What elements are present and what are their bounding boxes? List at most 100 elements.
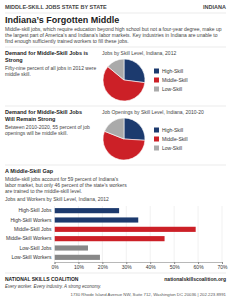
- x-tick-label: 20%: [98, 264, 109, 270]
- chart-title-line: Jobs and Workers by Skill Level, Indiana…: [5, 196, 109, 202]
- legend-swatch: [154, 146, 159, 151]
- header-text: MIDDLE-SKILL JOBS STATE BY STATE: [5, 4, 107, 10]
- chart-title: Jobs by Skill Level, Indiana, 2012: [102, 50, 176, 56]
- y-tick-label: Low-Skill Jobs: [20, 245, 52, 251]
- legend: High-Skill Middle-Skill Low-Skill: [154, 127, 188, 151]
- state-text-line: INDIANA: [203, 4, 226, 10]
- infographic: MIDDLE-SKILL JOBS STATE BY STATE INDIANA I…: [0, 0, 231, 300]
- divider: [5, 47, 226, 48]
- grid-line: [222, 206, 223, 262]
- y-tick: Low-Skill Jobs: [20, 245, 52, 251]
- x-tick: 50%: [170, 262, 181, 270]
- x-tick-label: 30%: [122, 264, 133, 270]
- y-tick: Low-Skill Workers: [12, 254, 52, 260]
- x-tick-label: 50%: [170, 264, 181, 270]
- legend-label: High-Skill: [162, 127, 183, 133]
- section-title: Demand for Middle-Skill Jobs is Strong: [5, 50, 90, 63]
- grid-line: [54, 206, 55, 262]
- section-text-line: middle skill.: [5, 71, 31, 77]
- legend-swatch: [154, 78, 159, 83]
- grid-line: [126, 206, 127, 262]
- grid-line: [78, 206, 79, 262]
- section-text-line: openings will be middle skill.: [5, 130, 68, 136]
- header-text-line: MIDDLE-SKILL JOBS STATE BY STATE: [5, 4, 107, 10]
- grid-line: [150, 206, 151, 262]
- footer-org: NATIONAL SKILLS COALITION: [5, 276, 79, 282]
- pie: [103, 59, 145, 101]
- section-title: Demand for Middle-Skill Jobs Will Remain…: [5, 109, 84, 122]
- x-tick: 40%: [146, 262, 157, 270]
- state-text: INDIANA: [203, 4, 226, 10]
- x-tick-label: 60%: [194, 264, 205, 270]
- page-subtitle: Middle-skill jobs, which require educati…: [5, 26, 223, 44]
- grid-line: [198, 206, 199, 262]
- legend-swatch: [154, 69, 159, 74]
- bar: [54, 227, 195, 232]
- chart-title-line: Jobs by Skill Level, Indiana, 2012: [102, 50, 176, 56]
- y-tick-label: Low-Skill Workers: [12, 254, 52, 260]
- legend-label: High-Skill: [162, 68, 183, 74]
- y-tick-label: High-Skill Workers: [10, 217, 52, 223]
- footer-tagline: Every worker. Every industry. A strong e…: [5, 284, 101, 289]
- x-tick: 0%: [51, 262, 59, 270]
- chart-title: Jobs and Workers by Skill Level, Indiana…: [5, 196, 109, 202]
- bar: [54, 217, 138, 222]
- grid-line: [102, 206, 103, 262]
- section-text: Between 2010-2020, 55 percent of job ope…: [5, 124, 91, 136]
- x-axis: 0% 10% 20% 30% 40% 50% 60% 70%: [51, 262, 228, 270]
- legend-label: Low-Skill: [162, 145, 182, 151]
- section-text: Middle-skill jobs account for 59 percent…: [5, 176, 128, 194]
- pie-slice: [104, 118, 124, 139]
- x-tick: 30%: [122, 262, 133, 270]
- y-tick-label: Middle-Skill Jobs: [14, 226, 52, 232]
- legend-swatch: [154, 87, 159, 92]
- x-tick: 20%: [98, 262, 109, 270]
- section-title-line: Will Remain Strong: [5, 116, 55, 122]
- footer-url-line: nationalskillscoalition.org: [164, 276, 226, 282]
- section-title: A Middle-Skill Gap: [5, 168, 54, 174]
- section-text: Fifty-nine percent of all jobs in 2012 w…: [5, 65, 98, 77]
- bar: [54, 236, 164, 241]
- y-tick: Middle-Skill Workers: [6, 235, 52, 241]
- section-title-line: Demand for Middle-Skill Jobs: [5, 109, 84, 115]
- divider: [5, 165, 226, 166]
- pie-slice: [124, 59, 145, 83]
- divider: [5, 13, 226, 14]
- legend-label: Middle-Skill: [162, 77, 188, 83]
- x-tick: 10%: [74, 262, 85, 270]
- pie-slice: [124, 118, 145, 140]
- footer-address-line: 1730 Rhode Island Avenue NW, Suite 712, …: [71, 292, 227, 297]
- section-title-line: Demand for Middle-Skill Jobs is: [5, 50, 90, 56]
- x-tick-label: 70%: [217, 264, 228, 270]
- divider: [5, 273, 226, 274]
- legend-swatch: [154, 128, 159, 133]
- bar: [54, 245, 88, 250]
- grid-line: [174, 206, 175, 262]
- footer-address: 1730 Rhode Island Avenue NW, Suite 712, …: [71, 292, 227, 297]
- page-title-line: Indiana’s Forgotten Middle: [5, 15, 119, 25]
- legend-label: Low-Skill: [162, 86, 182, 92]
- footer-org-line: NATIONAL SKILLS COALITION: [5, 276, 79, 282]
- y-tick-label: High-Skill Jobs: [18, 207, 52, 213]
- pie: [103, 118, 145, 160]
- grid: [54, 206, 222, 262]
- legend: High-Skill Middle-Skill Low-Skill: [154, 68, 188, 92]
- section-title-line: Strong: [5, 57, 23, 63]
- y-axis: High-Skill Jobs High-Skill Workers Middle-…: [6, 207, 52, 260]
- x-tick-label: 40%: [146, 264, 157, 270]
- bars: [54, 208, 195, 260]
- legend-swatch: [154, 137, 159, 142]
- section-title-line: A Middle-Skill Gap: [5, 168, 54, 174]
- page-subtitle-line: find enough sufficiently trained workers…: [5, 38, 129, 44]
- y-tick: High-Skill Jobs: [18, 207, 52, 213]
- bar: [54, 255, 99, 260]
- bar: [54, 208, 119, 213]
- chart-title: Job Openings by Skill Level, Indiana, 20…: [102, 109, 204, 115]
- y-tick: High-Skill Workers: [10, 217, 52, 223]
- x-tick: 60%: [194, 262, 205, 270]
- legend-label: Middle-Skill: [162, 136, 188, 142]
- section-text-line: are trained to the middle-skill level.: [5, 188, 82, 194]
- footer-url: nationalskillscoalition.org: [164, 276, 226, 282]
- divider: [5, 106, 226, 107]
- page-title: Indiana’s Forgotten Middle: [5, 15, 119, 25]
